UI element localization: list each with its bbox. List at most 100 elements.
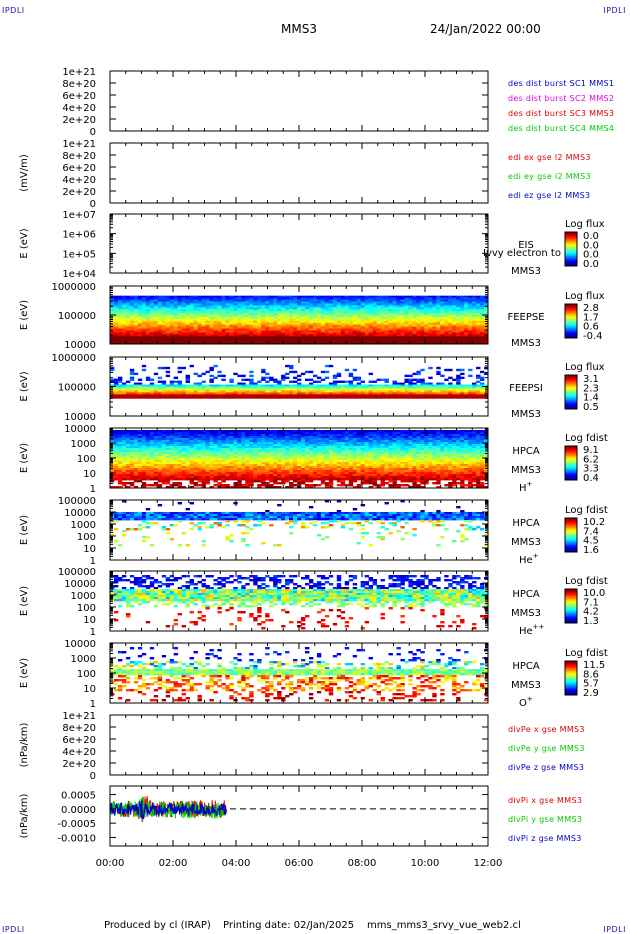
spectrogram-cell [392,309,397,312]
spectrogram-cell [237,478,242,481]
spectrogram-cell [460,318,465,322]
spectrogram-cell [364,324,370,327]
spectrogram-cell [237,392,242,395]
spectrogram-cell [137,464,143,467]
spectrogram-cell [372,305,377,308]
spectrogram-cell [400,322,405,326]
spectrogram-cell [137,326,143,329]
spectrogram-cell [233,316,238,320]
spectrogram-cell [249,332,254,335]
spectrogram-cell [241,444,246,447]
spectrogram-cell [428,332,433,335]
spectrogram-cell [205,320,210,324]
spectrogram-cell [193,462,198,465]
spectrogram-cell [189,474,194,477]
spectrogram-cell [145,468,151,471]
spectrogram-cell [324,392,330,395]
spectrogram-cell [416,396,421,399]
spectrogram-cell [201,442,206,445]
spectrogram-cell [285,342,290,345]
spectrogram-cell [241,315,246,318]
spectrogram-cell [261,484,266,487]
spectrogram-cell [113,295,119,298]
spectrogram-cell [340,338,346,341]
spectrogram-cell [193,456,198,459]
spectrogram-cell [149,396,155,399]
spectrogram-cell [121,430,127,433]
spectrogram-cell [412,390,417,393]
spectrogram-cell [177,454,183,457]
spectrogram-cell [201,450,206,453]
spectrogram-cell [217,318,222,322]
spectrogram-cell [229,330,234,333]
spectrogram-cell [424,324,429,327]
spectrogram-cell [193,444,198,447]
spectrogram-cell [360,305,366,308]
spectrogram-cell [368,311,374,314]
y-tick-label: 1e+06 [62,230,96,241]
spectrogram-cell [169,468,175,471]
spectrogram-cell [257,436,262,439]
spectrogram-cell [476,394,481,397]
spectrogram-cell [217,456,222,459]
spectrogram-cell [324,322,330,326]
spectrogram-cell [300,338,306,341]
spectrogram-cell [133,372,139,376]
spectrogram-cell [253,303,258,306]
spectrogram-cell [137,301,143,304]
spectrogram-cell [169,386,175,389]
spectrogram-cell [213,309,218,312]
spectrogram-cell [137,322,143,326]
spectrogram-cell [133,342,139,345]
instrument-label: EIS [518,240,534,251]
spectrogram-cell [157,474,163,477]
spectrogram-cell [129,394,135,397]
spectrogram-cell [444,388,449,391]
spectrogram-cell [117,468,123,471]
spectrogram-cell [261,370,266,374]
spectrogram-cell [348,380,354,383]
spectrogram-cell [392,386,397,389]
spectrogram-cell [145,466,151,469]
spectrogram-cell [396,316,401,320]
spectrogram-cell [277,326,282,329]
spectrogram-cell [289,390,294,393]
spectrogram-cell [129,372,135,376]
spectrogram-cell [189,322,194,326]
spectrogram-cell [348,299,354,302]
spectrogram-cell [209,472,214,475]
colorbar-tick: 0.6 [583,322,599,333]
spectrogram-cell [113,340,119,343]
spectrogram-cell [201,478,206,481]
spectrogram-cell [261,390,266,393]
spectrogram-cell [161,462,167,465]
spectrogram-cell [205,332,210,335]
spectrogram-cell [145,460,151,463]
corner-tag-top-left: IPDLI [2,6,25,15]
spectrogram-cell [185,328,190,331]
spectrogram-cell [388,303,393,306]
spectrogram-cell [277,472,282,475]
spectrogram-cell [113,309,119,312]
spectrogram-cell [364,336,370,339]
spectrogram-cell [340,322,346,326]
spectrogram-cell [261,376,266,380]
spectrogram-cell [452,340,457,343]
spectrogram-cell [249,434,254,437]
spectrogram-cell [460,332,465,335]
spectrogram-cell [209,342,214,345]
spectrogram-cell [209,464,214,467]
spectrogram-cell [237,430,242,433]
spectrogram-cell [217,436,222,439]
spectrogram-cell [177,326,183,329]
spectrogram-cell [237,374,242,378]
spectrogram-cell [285,307,290,310]
spectrogram-cell [269,464,274,467]
spectrogram-cell [110,326,115,329]
spectrogram-cell [400,320,405,324]
spectrogram-cell [113,462,119,465]
spectrogram-cell [297,307,302,310]
spectrogram-cell [316,309,322,312]
spectrogram-cell [249,384,254,387]
spectrogram-cell [233,326,238,329]
